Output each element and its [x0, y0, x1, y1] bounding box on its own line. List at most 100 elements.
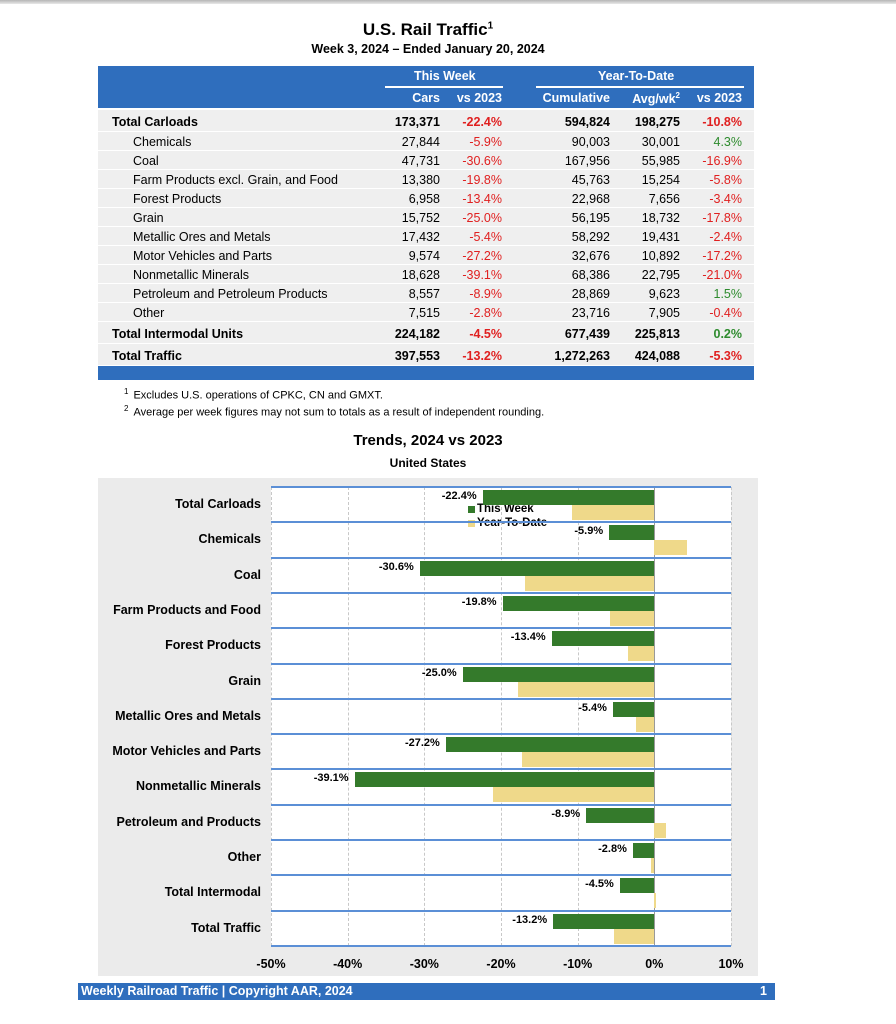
cell-ytd-vs: -2.4% — [709, 230, 742, 244]
category-label: Motor Vehicles and Parts — [112, 744, 261, 759]
cell-cumulative: 58,292 — [571, 230, 610, 244]
col-cumulative: Cumulative — [542, 91, 610, 105]
cell-ytd-vs: 0.2% — [713, 327, 743, 341]
cell-avg-wk: 424,088 — [634, 349, 680, 363]
category-label: Total Intermodal — [164, 885, 261, 900]
row-separator — [271, 486, 731, 488]
row-separator — [271, 839, 731, 842]
cell-cumulative: 68,386 — [571, 268, 610, 282]
bar-ytd — [524, 575, 655, 591]
cell-week-vs: -5.9% — [469, 135, 502, 149]
x-tick-label: -30% — [409, 957, 439, 971]
bar-data-label: -8.9% — [551, 807, 581, 820]
col-week-vs: vs 2023 — [456, 91, 502, 105]
bar-this-week — [612, 701, 655, 717]
chart-title: Trends, 2024 vs 2023 — [353, 432, 503, 449]
category-label: Chemicals — [198, 532, 261, 547]
cell-row-label: Nonmetallic Minerals — [133, 268, 250, 282]
cell-week-vs: -4.5% — [469, 327, 502, 341]
bar-this-week — [445, 737, 655, 753]
cell-cumulative: 28,869 — [571, 287, 610, 301]
cell-row-label: Total Carloads — [112, 115, 198, 129]
cell-cars: 224,182 — [394, 327, 440, 341]
cell-row-label: Total Intermodal Units — [112, 327, 244, 341]
table-row: Other 7,515 -2.8% 23,716 7,905 -0.4% — [98, 303, 754, 322]
table-bottom-strip — [98, 366, 754, 380]
category-label: Other — [227, 850, 261, 865]
cell-row-label: Metallic Ores and Metals — [133, 230, 271, 244]
window-top-edge — [0, 0, 896, 4]
category-label: Farm Products and Food — [113, 602, 261, 617]
bar-ytd — [493, 787, 655, 803]
table-row: Chemicals 27,844 -5.9% 90,003 30,001 4.3% — [98, 132, 754, 151]
group-ytd: Year-To-Date — [598, 69, 675, 83]
bar-data-label: -19.8% — [461, 595, 497, 608]
cell-cumulative: 56,195 — [571, 211, 610, 225]
page-title: U.S. Rail Traffic1 — [362, 20, 494, 39]
cell-cars: 173,371 — [394, 115, 440, 129]
cell-avg-wk: 198,275 — [634, 115, 680, 129]
cell-cumulative: 32,676 — [571, 249, 610, 263]
bar-ytd — [654, 822, 666, 838]
cell-cars: 397,553 — [394, 349, 440, 363]
cell-cars: 27,844 — [401, 135, 440, 149]
row-separator — [271, 627, 731, 630]
chart-legend: This Week Year-To-Date — [468, 502, 547, 530]
bar-data-label: -13.4% — [510, 631, 546, 644]
gridline — [731, 487, 732, 946]
footer-text: Weekly Railroad Traffic | Copyright AAR,… — [81, 984, 353, 998]
cell-cumulative: 90,003 — [571, 135, 610, 149]
row-separator — [271, 909, 731, 912]
cell-row-label: Total Traffic — [112, 349, 182, 363]
cell-week-vs: -8.9% — [469, 287, 502, 301]
gridline — [577, 487, 579, 946]
cell-cumulative: 22,968 — [571, 192, 610, 206]
table-row: Motor Vehicles and Parts 9,574 -27.2% 32,67… — [98, 246, 754, 265]
table-row: Petroleum and Petroleum Products 8,557 -8.… — [98, 284, 754, 303]
cell-avg-wk: 19,431 — [641, 230, 680, 244]
cell-avg-wk: 18,732 — [641, 211, 680, 225]
table-row: Grain 15,752 -25.0% 56,195 18,732 -17.8% — [98, 208, 754, 227]
cell-cumulative: 594,824 — [564, 115, 610, 129]
bar-ytd — [571, 505, 655, 520]
cell-week-vs: -13.2% — [462, 349, 502, 363]
cell-cumulative: 23,716 — [571, 306, 610, 320]
cell-cars: 47,731 — [401, 154, 440, 168]
bar-ytd — [613, 928, 655, 944]
row-separator — [271, 768, 731, 771]
table-header: This Week Year-To-Date Cars vs 2023 Cumu… — [98, 66, 754, 108]
cell-avg-wk: 30,001 — [641, 135, 680, 149]
bar-ytd — [628, 646, 655, 662]
footnote-1: 1 Excludes U.S. operations of CPKC, CN an… — [124, 387, 383, 402]
category-label: Total Traffic — [191, 920, 261, 935]
table-row: Nonmetallic Minerals 18,628 -39.1% 68,386 22… — [98, 265, 754, 284]
plot-area: This Week Year-To-Date -22.4% -5.9% -30.6%… — [271, 486, 732, 947]
cell-row-label: Grain — [133, 211, 164, 225]
x-tick-label: 10% — [718, 957, 744, 971]
cell-cars: 7,515 — [408, 306, 440, 320]
x-tick-label: -10% — [563, 957, 593, 971]
cell-week-vs: -22.4% — [462, 115, 502, 129]
category-label: Forest Products — [165, 638, 261, 653]
row-separator — [271, 803, 731, 806]
bar-this-week — [553, 913, 655, 929]
table-row: Coal 47,731 -30.6% 167,956 55,985 -16.9% — [98, 151, 754, 170]
cell-cumulative: 45,763 — [571, 173, 610, 187]
cell-cars: 18,628 — [401, 268, 440, 282]
cell-ytd-vs: -5.8% — [709, 173, 742, 187]
cell-ytd-vs: 4.3% — [713, 135, 743, 149]
page-footer: Weekly Railroad Traffic | Copyright AAR,… — [78, 983, 775, 1000]
cell-row-label: Motor Vehicles and Parts — [133, 249, 272, 263]
cell-week-vs: -13.4% — [462, 192, 502, 206]
table-row: Total Traffic 397,553 -13.2% 1,272,263 424,0… — [98, 344, 754, 366]
bar-data-label: -27.2% — [404, 737, 440, 750]
cell-ytd-vs: -3.4% — [709, 192, 742, 206]
bar-this-week — [502, 595, 655, 611]
bar-data-label: -30.6% — [378, 560, 414, 573]
bar-this-week — [419, 560, 655, 576]
cell-week-vs: -27.2% — [462, 249, 502, 263]
row-separator — [271, 591, 731, 594]
cell-row-label: Coal — [133, 154, 159, 168]
bar-ytd — [522, 752, 655, 768]
bar-ytd — [654, 893, 656, 909]
